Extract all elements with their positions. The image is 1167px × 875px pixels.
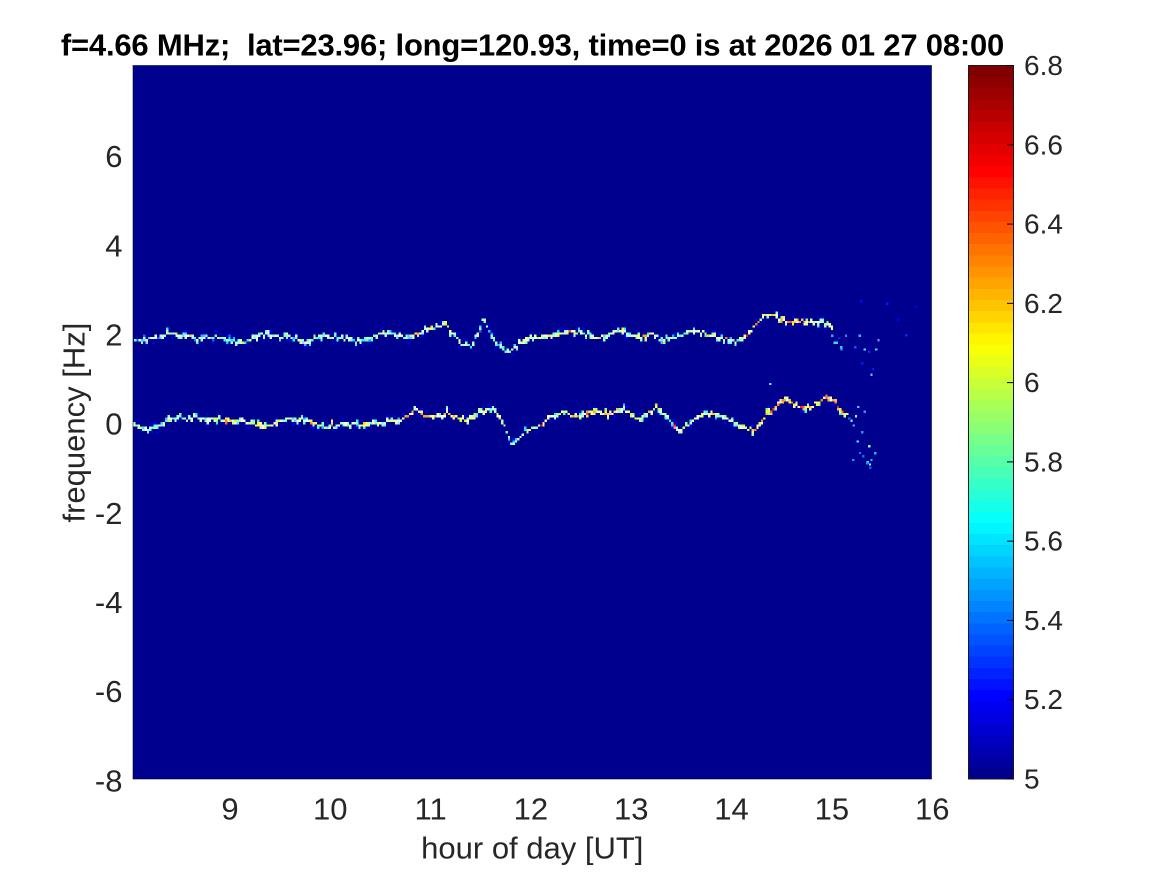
svg-text:12: 12 — [514, 792, 548, 827]
svg-text:-8: -8 — [95, 763, 123, 798]
svg-text:5.2: 5.2 — [1024, 684, 1063, 715]
svg-text:6.8: 6.8 — [1024, 50, 1063, 81]
svg-text:15: 15 — [815, 792, 849, 827]
svg-text:6: 6 — [105, 139, 122, 174]
svg-text:10: 10 — [313, 792, 347, 827]
svg-text:5: 5 — [1024, 764, 1040, 795]
svg-text:5.8: 5.8 — [1024, 446, 1063, 477]
svg-text:0: 0 — [105, 407, 122, 442]
svg-text:6.4: 6.4 — [1024, 209, 1063, 240]
svg-text:frequency [Hz]: frequency [Hz] — [57, 323, 92, 523]
svg-text:hour of day [UT]: hour of day [UT] — [421, 831, 643, 866]
svg-text:6: 6 — [1024, 367, 1040, 398]
svg-text:9: 9 — [221, 792, 238, 827]
svg-text:14: 14 — [714, 792, 748, 827]
svg-text:-4: -4 — [95, 585, 123, 620]
svg-text:-2: -2 — [95, 496, 123, 531]
svg-text:13: 13 — [614, 792, 648, 827]
svg-text:11: 11 — [415, 792, 447, 827]
svg-text:6.2: 6.2 — [1024, 288, 1063, 319]
svg-text:5.4: 5.4 — [1024, 605, 1063, 636]
svg-text:5.6: 5.6 — [1024, 526, 1063, 557]
svg-text:2: 2 — [105, 318, 122, 353]
svg-text:6.6: 6.6 — [1024, 129, 1063, 160]
svg-text:-6: -6 — [95, 674, 123, 709]
svg-text:16: 16 — [915, 792, 949, 827]
svg-text:4: 4 — [105, 228, 122, 263]
svg-text:f=4.66 MHz; lat=23.96; long=1: f=4.66 MHz; lat=23.96; long=120.93, time… — [61, 28, 1004, 63]
